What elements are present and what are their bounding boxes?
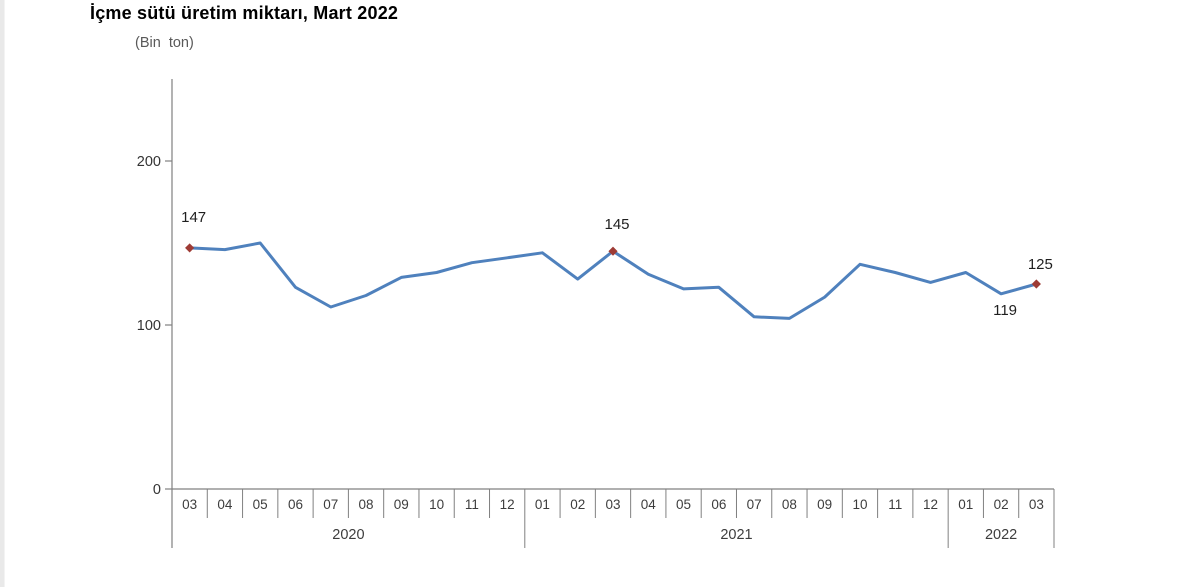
month-label: 03 — [182, 497, 197, 512]
point-marker — [608, 246, 618, 256]
month-label: 02 — [994, 497, 1009, 512]
month-label: 07 — [323, 497, 338, 512]
month-label: 12 — [923, 497, 938, 512]
month-label: 01 — [958, 497, 973, 512]
month-label: 12 — [500, 497, 515, 512]
month-label: 01 — [535, 497, 550, 512]
month-label: 06 — [288, 497, 303, 512]
y-tick-label: 100 — [137, 318, 161, 334]
month-label: 09 — [817, 497, 832, 512]
month-label: 10 — [429, 497, 444, 512]
y-tick-label: 0 — [153, 482, 161, 498]
month-label: 03 — [605, 497, 620, 512]
data-label: 119 — [993, 302, 1017, 319]
month-label: 08 — [782, 497, 797, 512]
month-label: 03 — [1029, 497, 1044, 512]
month-label: 02 — [570, 497, 585, 512]
chart-unit-label: (Bin ton) — [135, 35, 194, 51]
page-edge-strip — [0, 0, 5, 587]
month-label: 04 — [217, 497, 233, 512]
month-label: 10 — [852, 497, 867, 512]
month-label: 05 — [676, 497, 691, 512]
month-label: 11 — [888, 497, 902, 512]
year-label: 2020 — [332, 527, 364, 543]
month-label: 06 — [711, 497, 726, 512]
month-label: 04 — [641, 497, 657, 512]
point-marker — [1031, 279, 1041, 289]
month-label: 05 — [253, 497, 268, 512]
data-label: 147 — [181, 209, 206, 226]
month-label: 11 — [465, 497, 479, 512]
month-label: 09 — [394, 497, 409, 512]
month-label: 07 — [747, 497, 762, 512]
year-label: 2021 — [720, 527, 752, 543]
data-label: 145 — [604, 216, 629, 233]
point-marker — [185, 243, 195, 253]
y-tick-label: 200 — [137, 154, 161, 170]
data-label: 125 — [1028, 256, 1053, 273]
year-label: 2022 — [985, 527, 1017, 543]
chart-title: İçme sütü üretim miktarı, Mart 2022 — [90, 3, 399, 23]
month-label: 08 — [359, 497, 374, 512]
